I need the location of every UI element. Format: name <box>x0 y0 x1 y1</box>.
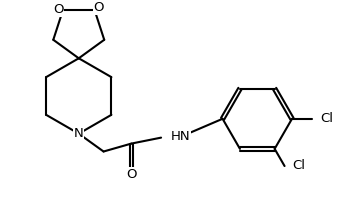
Text: O: O <box>93 1 104 14</box>
Text: O: O <box>53 3 63 16</box>
Text: O: O <box>126 168 136 181</box>
Text: N: N <box>74 127 84 140</box>
Text: HN: HN <box>171 130 190 143</box>
Text: Cl: Cl <box>292 159 305 172</box>
Text: Cl: Cl <box>320 112 333 125</box>
